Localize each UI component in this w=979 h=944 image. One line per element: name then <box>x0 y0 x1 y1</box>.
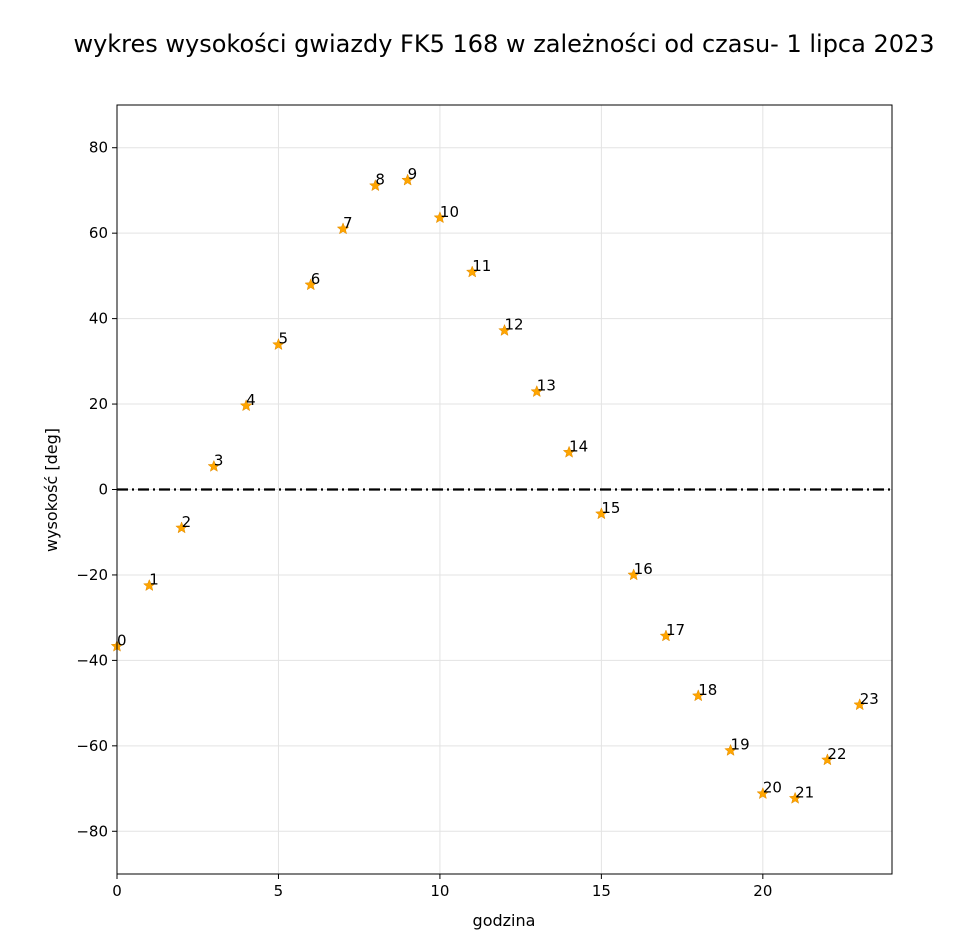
data-points <box>110 173 867 804</box>
data-point <box>853 698 867 711</box>
x-ticks: 0 5 10 15 20 <box>112 874 772 900</box>
y-tick-label: 0 <box>98 481 108 499</box>
y-ticks: −80 −60 −40 −20 0 20 40 60 80 <box>76 139 117 840</box>
y-tick-label: −40 <box>76 651 108 669</box>
data-point <box>498 323 511 336</box>
x-tick-label: 15 <box>592 882 611 900</box>
data-point <box>207 459 221 472</box>
data-label: 21 <box>795 783 814 801</box>
data-point <box>821 753 834 766</box>
data-point <box>756 786 770 800</box>
data-label: 17 <box>666 621 685 639</box>
data-label: 2 <box>182 513 192 531</box>
data-point <box>304 278 318 291</box>
data-point <box>627 568 641 581</box>
data-point <box>433 211 447 224</box>
data-label: 3 <box>214 451 224 469</box>
data-label: 10 <box>440 203 459 221</box>
x-tick-label: 0 <box>112 882 122 900</box>
data-label: 5 <box>278 330 288 348</box>
x-tick-label: 5 <box>274 882 284 900</box>
data-point <box>465 265 479 278</box>
data-point <box>788 791 802 804</box>
y-tick-label: −80 <box>76 822 108 840</box>
data-label: 14 <box>569 437 588 455</box>
y-tick-label: 20 <box>89 395 108 413</box>
data-label: 13 <box>537 377 556 395</box>
y-tick-label: 80 <box>89 139 108 157</box>
data-point <box>272 337 285 351</box>
data-label: 6 <box>311 270 321 288</box>
data-point <box>401 173 414 186</box>
x-axis-label: godzina <box>473 911 536 930</box>
data-label: 7 <box>343 214 353 232</box>
data-label: 23 <box>860 690 879 708</box>
data-label: 15 <box>601 499 620 517</box>
y-tick-label: 60 <box>89 224 108 242</box>
data-point <box>336 222 350 235</box>
data-label: 4 <box>246 391 256 409</box>
data-label: 0 <box>117 631 127 649</box>
data-label: 1 <box>149 571 159 589</box>
data-point <box>691 689 705 702</box>
y-axis-label: wysokość [deg] <box>42 428 61 552</box>
data-label: 20 <box>763 779 782 797</box>
y-tick-label: −60 <box>76 737 108 755</box>
y-tick-label: 40 <box>89 310 108 328</box>
y-tick-label: −20 <box>76 566 108 584</box>
data-label: 9 <box>408 165 418 183</box>
data-point <box>175 521 188 534</box>
data-point <box>239 399 253 412</box>
data-point <box>595 507 608 520</box>
data-point <box>142 578 156 592</box>
data-label: 16 <box>634 560 653 578</box>
x-tick-label: 20 <box>753 882 772 900</box>
chart-title: wykres wysokości gwiazdy FK5 168 w zależ… <box>73 30 934 58</box>
data-point <box>724 743 737 756</box>
data-point <box>659 629 673 642</box>
x-tick-label: 10 <box>430 882 449 900</box>
data-label: 22 <box>827 745 846 763</box>
data-label: 11 <box>472 257 491 275</box>
data-label: 19 <box>731 736 750 754</box>
data-label: 12 <box>505 316 524 334</box>
data-point <box>530 384 544 398</box>
data-label: 8 <box>375 171 385 189</box>
data-label: 18 <box>698 681 717 699</box>
data-point <box>562 445 576 458</box>
data-point <box>368 179 382 192</box>
